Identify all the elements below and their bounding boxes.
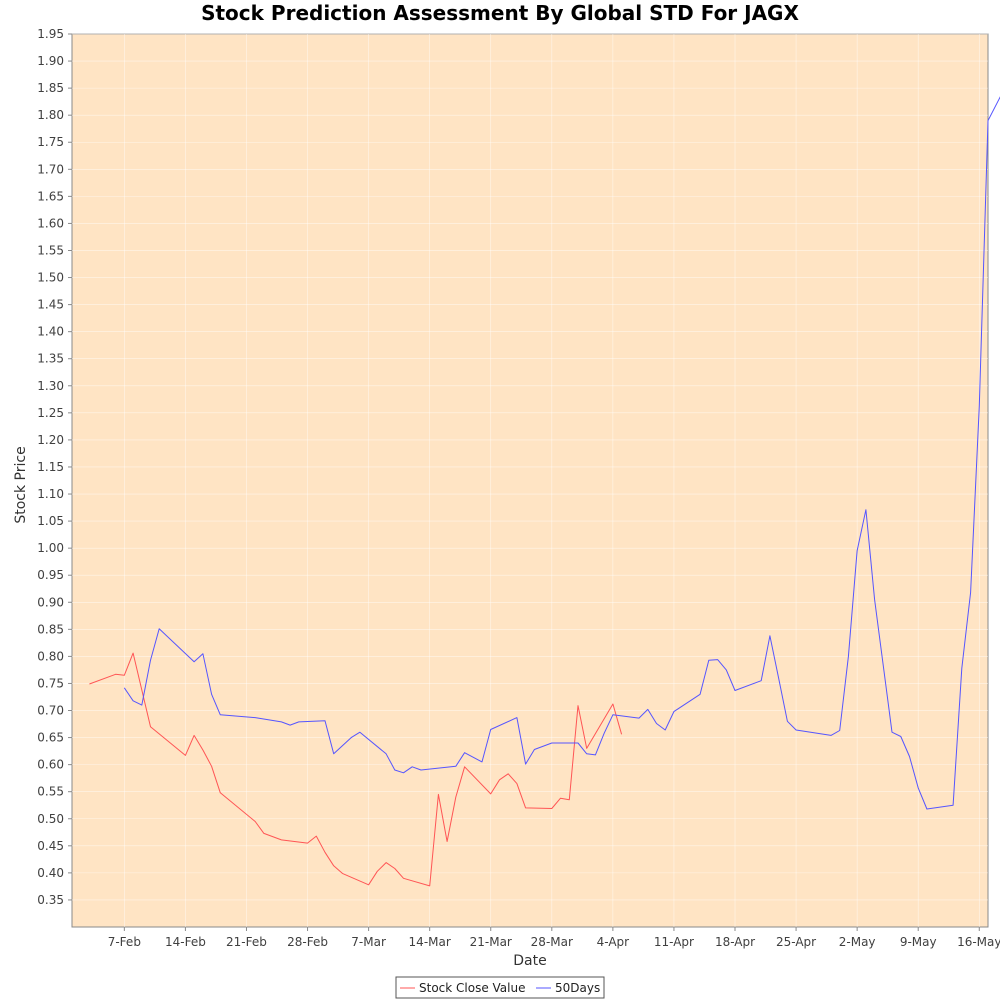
- y-tick-label: 0.60: [37, 758, 64, 772]
- y-tick-label: 1.80: [37, 108, 64, 122]
- plot-area: [71, 33, 989, 928]
- y-tick-label: 1.65: [37, 189, 64, 203]
- x-tick-label: 16-May: [957, 935, 1000, 949]
- y-tick-label: 1.30: [37, 379, 64, 393]
- chart-title: Stock Prediction Assessment By Global ST…: [201, 1, 799, 25]
- y-tick-label: 1.45: [37, 298, 64, 312]
- y-tick-label: 1.95: [37, 27, 64, 41]
- gridlines: [72, 33, 988, 927]
- x-tick-label: 11-Apr: [654, 935, 694, 949]
- legend-label-close: Stock Close Value: [419, 981, 525, 995]
- y-tick-label: 1.00: [37, 541, 64, 555]
- y-tick-label: 1.25: [37, 406, 64, 420]
- legend-box: [395, 976, 605, 999]
- y-tick-label: 0.55: [37, 785, 64, 799]
- y-tick-label: 0.90: [37, 595, 64, 609]
- x-tick-label: 28-Mar: [531, 935, 573, 949]
- y-tick-label: 0.80: [37, 649, 64, 663]
- y-tick-label: 0.50: [37, 812, 64, 826]
- y-tick-label: 0.70: [37, 704, 64, 718]
- series-line-50days: [123, 96, 1000, 810]
- x-tick-label: 21-Feb: [226, 935, 267, 949]
- series-line-stock-close-value: [89, 652, 623, 887]
- series-lines: [89, 96, 1000, 887]
- y-axis-label: Stock Price: [13, 446, 29, 523]
- y-tick-label: 1.40: [37, 325, 64, 339]
- x-tick-label: 2-May: [839, 935, 876, 949]
- y-tick-label: 1.20: [37, 433, 64, 447]
- y-axis: 0.35 0.40 0.45 0.50 0.55 0.60 0.65 0.70 0.75 0.80…: [37, 27, 72, 907]
- y-tick-label: 1.60: [37, 216, 64, 230]
- y-tick-label: 0.75: [37, 676, 64, 690]
- x-tick-label: 28-Feb: [287, 935, 328, 949]
- x-tick-label: 4-Apr: [597, 935, 630, 949]
- x-tick-label: 18-Apr: [715, 935, 755, 949]
- x-tick-label: 14-Mar: [409, 935, 451, 949]
- x-tick-label: 7-Mar: [351, 935, 386, 949]
- y-tick-label: 1.10: [37, 487, 64, 501]
- y-tick-label: 0.40: [37, 866, 64, 880]
- legend: Stock Close Value 50Days: [395, 976, 605, 999]
- x-tick-label: 7-Feb: [108, 935, 141, 949]
- x-tick-label: 21-Mar: [470, 935, 512, 949]
- y-tick-label: 0.65: [37, 731, 64, 745]
- x-tick-label: 25-Apr: [776, 935, 816, 949]
- x-tick-label: 14-Feb: [165, 935, 206, 949]
- y-tick-label: 1.75: [37, 135, 64, 149]
- y-tick-label: 1.50: [37, 271, 64, 285]
- y-tick-label: 0.35: [37, 893, 64, 907]
- legend-label-50days: 50Days: [555, 981, 600, 995]
- y-tick-label: 1.55: [37, 243, 64, 257]
- y-tick-label: 1.15: [37, 460, 64, 474]
- y-tick-label: 1.90: [37, 54, 64, 68]
- y-tick-label: 1.35: [37, 352, 64, 366]
- x-axis-label: Date: [513, 953, 546, 969]
- y-tick-label: 0.85: [37, 622, 64, 636]
- y-tick-label: 1.05: [37, 514, 64, 528]
- y-tick-label: 1.70: [37, 162, 64, 176]
- x-axis: 7-Feb 14-Feb 21-Feb 28-Feb 7-Mar 14-Mar 21-Mar…: [108, 927, 1000, 949]
- y-tick-label: 0.45: [37, 839, 64, 853]
- y-tick-label: 1.85: [37, 81, 64, 95]
- x-tick-label: 9-May: [900, 935, 937, 949]
- y-tick-label: 0.95: [37, 568, 64, 582]
